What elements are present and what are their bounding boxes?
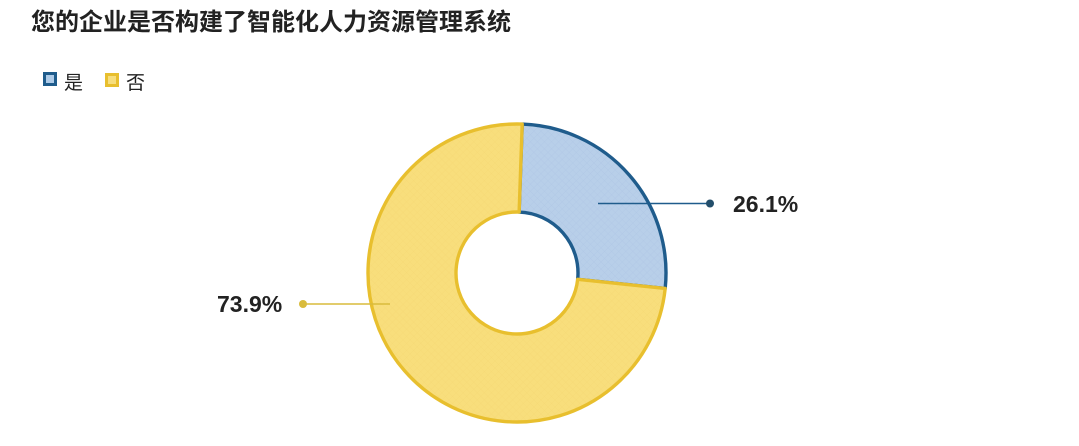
svg-text:26.1%: 26.1% bbox=[733, 191, 798, 217]
svg-text:73.9%: 73.9% bbox=[217, 291, 282, 317]
